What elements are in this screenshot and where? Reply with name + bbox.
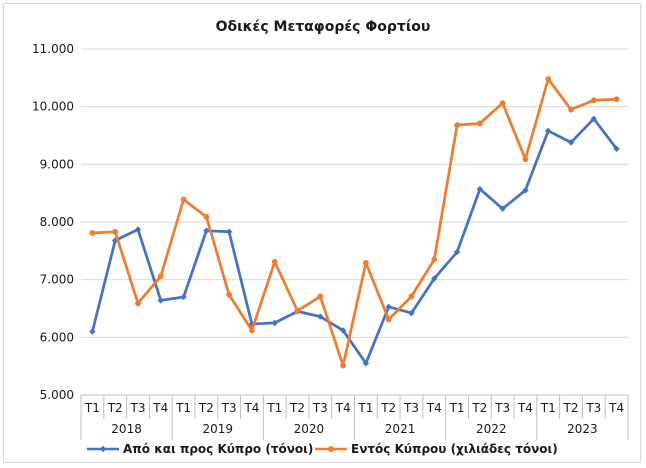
series-1-point (385, 303, 392, 310)
legend-series-1-label: Από και προς Κύπρο (τόνοι) (123, 442, 313, 456)
x-year-label: 2021 (385, 422, 416, 436)
series-1-point (545, 127, 552, 135)
x-year-label: 2019 (202, 422, 233, 436)
series-1-point (203, 227, 210, 234)
series-1-point (431, 275, 438, 282)
legend-series-1-marker (99, 445, 107, 453)
legend: Από και προς Κύπρο (τόνοι) Εντός Κύπρου … (87, 442, 558, 456)
x-tick-label: T2 (380, 401, 396, 415)
series-1-point (134, 226, 142, 233)
series-1-point (613, 145, 620, 152)
x-tick-label: T1 (357, 401, 373, 415)
series-2-line (92, 77, 617, 367)
series-1-point (339, 327, 347, 334)
series-2-point (89, 230, 96, 236)
x-year-label: 2023 (567, 422, 598, 436)
series-2-point (362, 260, 369, 266)
series-2-point (385, 316, 392, 323)
series-2-point (294, 307, 301, 314)
series-2-point (522, 156, 529, 163)
series-2-point (408, 293, 415, 300)
series-2-point (249, 327, 255, 334)
x-tick-label: T4 (152, 401, 168, 415)
series-2-point (157, 273, 164, 280)
x-tick-label: T4 (426, 401, 442, 415)
x-tick-label: T2 (563, 401, 579, 415)
series-1-point (180, 293, 187, 301)
series-2-point (135, 300, 141, 307)
series-2-point (203, 213, 210, 220)
series-1-point (408, 309, 415, 317)
legend-series-2-marker (328, 446, 334, 452)
series-lines (89, 76, 620, 369)
x-year-label: 2018 (111, 422, 142, 436)
series-2-point (226, 291, 233, 298)
y-tick-label: 6.000 (40, 330, 74, 344)
series-1-line (91, 117, 618, 365)
series-1-point (225, 228, 233, 236)
x-tick-label: T3 (312, 401, 328, 415)
series-2-point (431, 256, 438, 263)
series-2-point (545, 76, 552, 82)
y-tick-label: 5.000 (40, 388, 74, 402)
series-1-point (362, 360, 370, 367)
series-1-point (157, 297, 164, 304)
x-tick-label: T4 (608, 401, 624, 415)
series-2-point (613, 96, 620, 103)
y-tick-label: 10.000 (32, 100, 74, 114)
x-tick-label: T3 (403, 401, 419, 415)
series-1-point (453, 248, 461, 256)
x-tick-label: T1 (266, 401, 282, 415)
series-2-point (317, 293, 324, 300)
series-1-point (590, 115, 598, 122)
series-1-point (567, 139, 575, 146)
x-tick-label: T2 (289, 401, 305, 415)
x-tick-label: T4 (517, 401, 533, 415)
series-1-point (522, 187, 529, 194)
x-tick-label: T2 (471, 401, 487, 415)
x-tick-label: T1 (449, 401, 465, 415)
series-2-point (476, 120, 483, 127)
series-1-point (499, 205, 506, 212)
chart-title: Οδικές Μεταφορές Φορτίου (216, 19, 431, 35)
x-year-label: 2020 (294, 422, 325, 436)
x-tick-label: T3 (129, 401, 145, 415)
series-1-point (476, 185, 484, 193)
x-tick-label: T3 (221, 401, 237, 415)
series-2-point (180, 196, 187, 203)
x-tick-label: T4 (335, 401, 351, 415)
series-2-point (112, 228, 119, 235)
x-tick-label: T3 (585, 401, 601, 415)
series-1-point (317, 313, 324, 320)
y-axis: 5.000 6.000 7.000 8.000 9.000 10.000 11.000 (32, 42, 74, 402)
x-tick-label: T2 (198, 401, 214, 415)
x-year-label: 2022 (476, 422, 507, 436)
x-tick-label: T1 (540, 401, 556, 415)
series-2-point (454, 122, 460, 129)
series-2-point (499, 100, 506, 107)
line-chart: Οδικές Μεταφορές Φορτίου 5.000 6.000 7.000… (32, 19, 629, 456)
gridlines (81, 48, 628, 396)
series-2-point (340, 362, 347, 369)
x-tick-label: T1 (84, 401, 100, 415)
x-tick-label: T4 (243, 401, 259, 415)
y-tick-label: 8.000 (40, 215, 74, 229)
chart-frame: Οδικές Μεταφορές Φορτίου 5.000 6.000 7.000… (3, 3, 641, 463)
y-tick-label: 7.000 (40, 273, 74, 287)
series-1-point (89, 328, 96, 335)
y-tick-label: 11.000 (32, 42, 74, 56)
series-2-point (271, 258, 278, 265)
series-1-point (271, 319, 278, 327)
x-tick-label: T1 (175, 401, 191, 415)
x-tick-label: T2 (107, 401, 123, 415)
x-axis: T1 T2 T3 T4 T1 T2 T3 T4 T1 T2 T3 T4 T1 T2 T3 T4 T1 T2 T3 T4… (80, 394, 629, 440)
series-2-point (568, 106, 574, 113)
legend-series-2-label: Εντός Κύπρου (χιλιάδες τόνοι) (351, 442, 558, 456)
series-2-point (590, 97, 597, 104)
x-tick-label: T3 (494, 401, 510, 415)
y-tick-label: 9.000 (40, 157, 74, 171)
